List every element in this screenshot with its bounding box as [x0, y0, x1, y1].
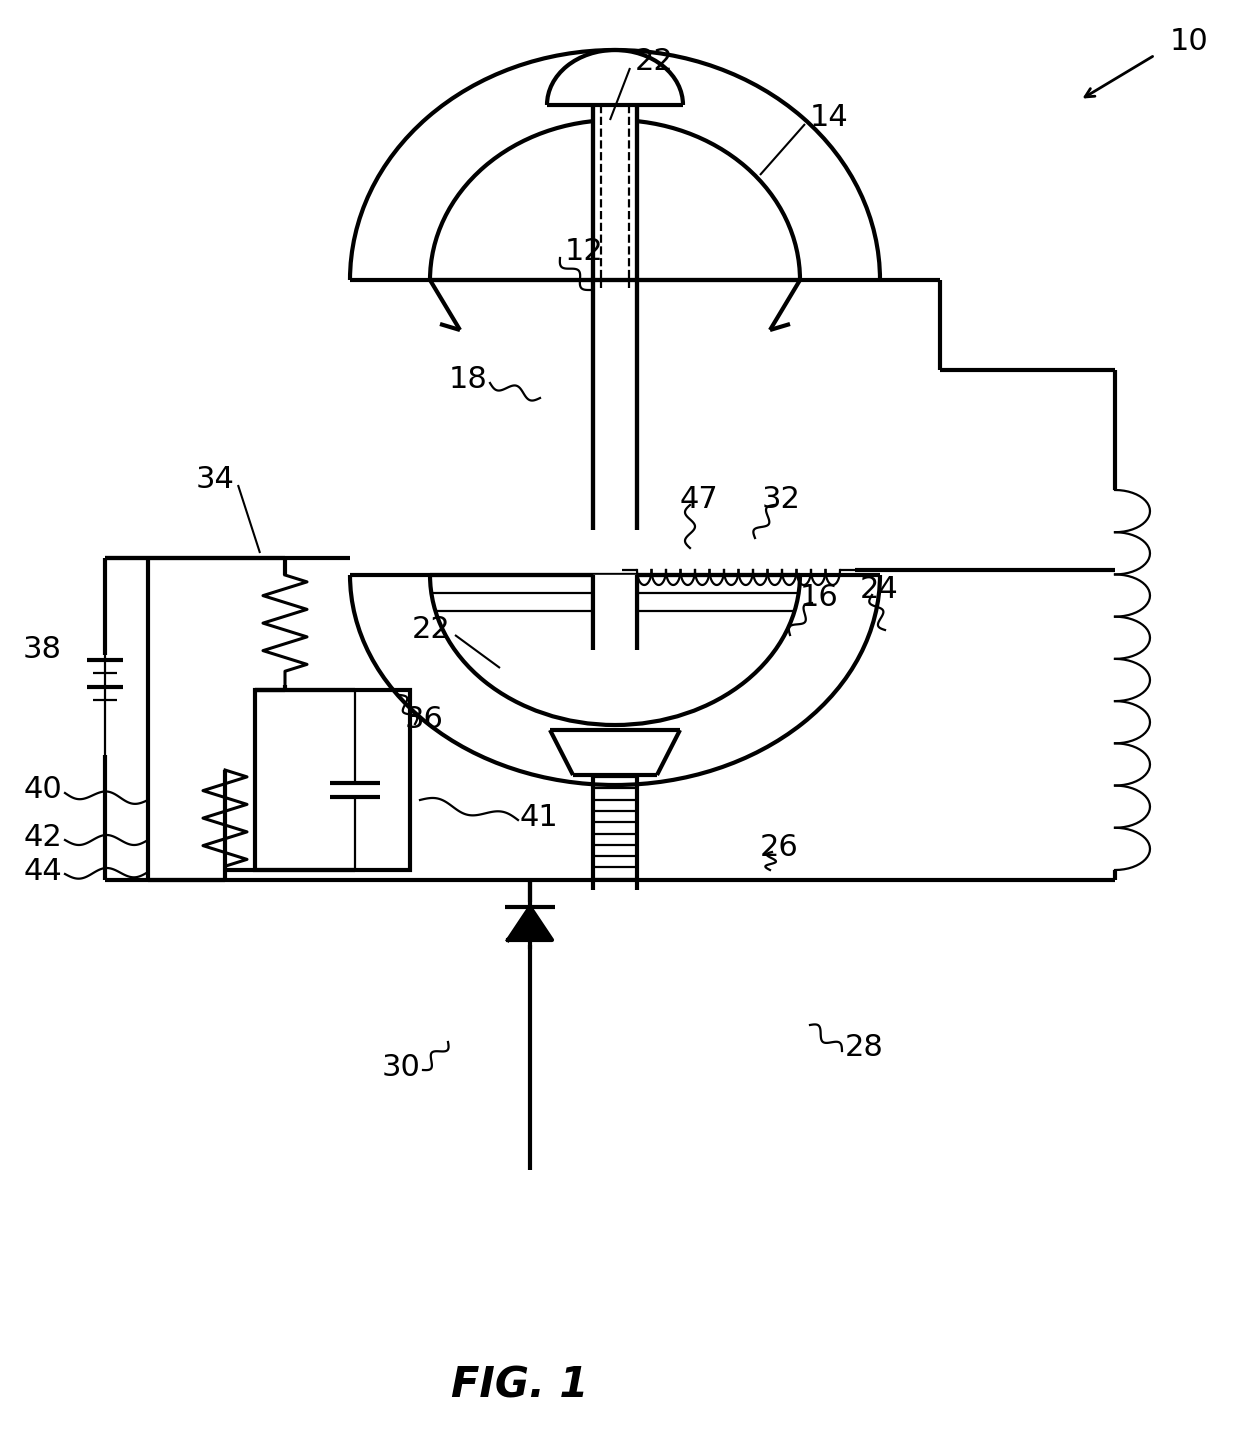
- Text: 14: 14: [810, 104, 848, 133]
- Polygon shape: [508, 907, 552, 941]
- Text: 44: 44: [24, 857, 62, 886]
- Text: 12: 12: [565, 237, 604, 266]
- Text: 38: 38: [24, 636, 62, 665]
- Polygon shape: [593, 575, 637, 650]
- Text: 47: 47: [680, 486, 719, 514]
- Text: 10: 10: [1171, 27, 1209, 56]
- Text: 36: 36: [405, 705, 444, 734]
- Text: 18: 18: [449, 366, 489, 394]
- Text: 30: 30: [381, 1053, 420, 1082]
- Text: 28: 28: [844, 1033, 884, 1062]
- Text: 26: 26: [760, 834, 799, 863]
- Text: 34: 34: [196, 465, 236, 494]
- Text: 22: 22: [412, 616, 450, 644]
- Text: 42: 42: [24, 824, 62, 853]
- Text: 22: 22: [635, 48, 673, 77]
- Text: 16: 16: [800, 584, 838, 613]
- Text: 41: 41: [520, 803, 559, 832]
- Text: 40: 40: [24, 776, 62, 805]
- Polygon shape: [593, 105, 637, 530]
- Text: 32: 32: [763, 486, 801, 514]
- Text: FIG. 1: FIG. 1: [451, 1364, 589, 1406]
- Bar: [255, 691, 410, 870]
- Text: 24: 24: [861, 575, 899, 604]
